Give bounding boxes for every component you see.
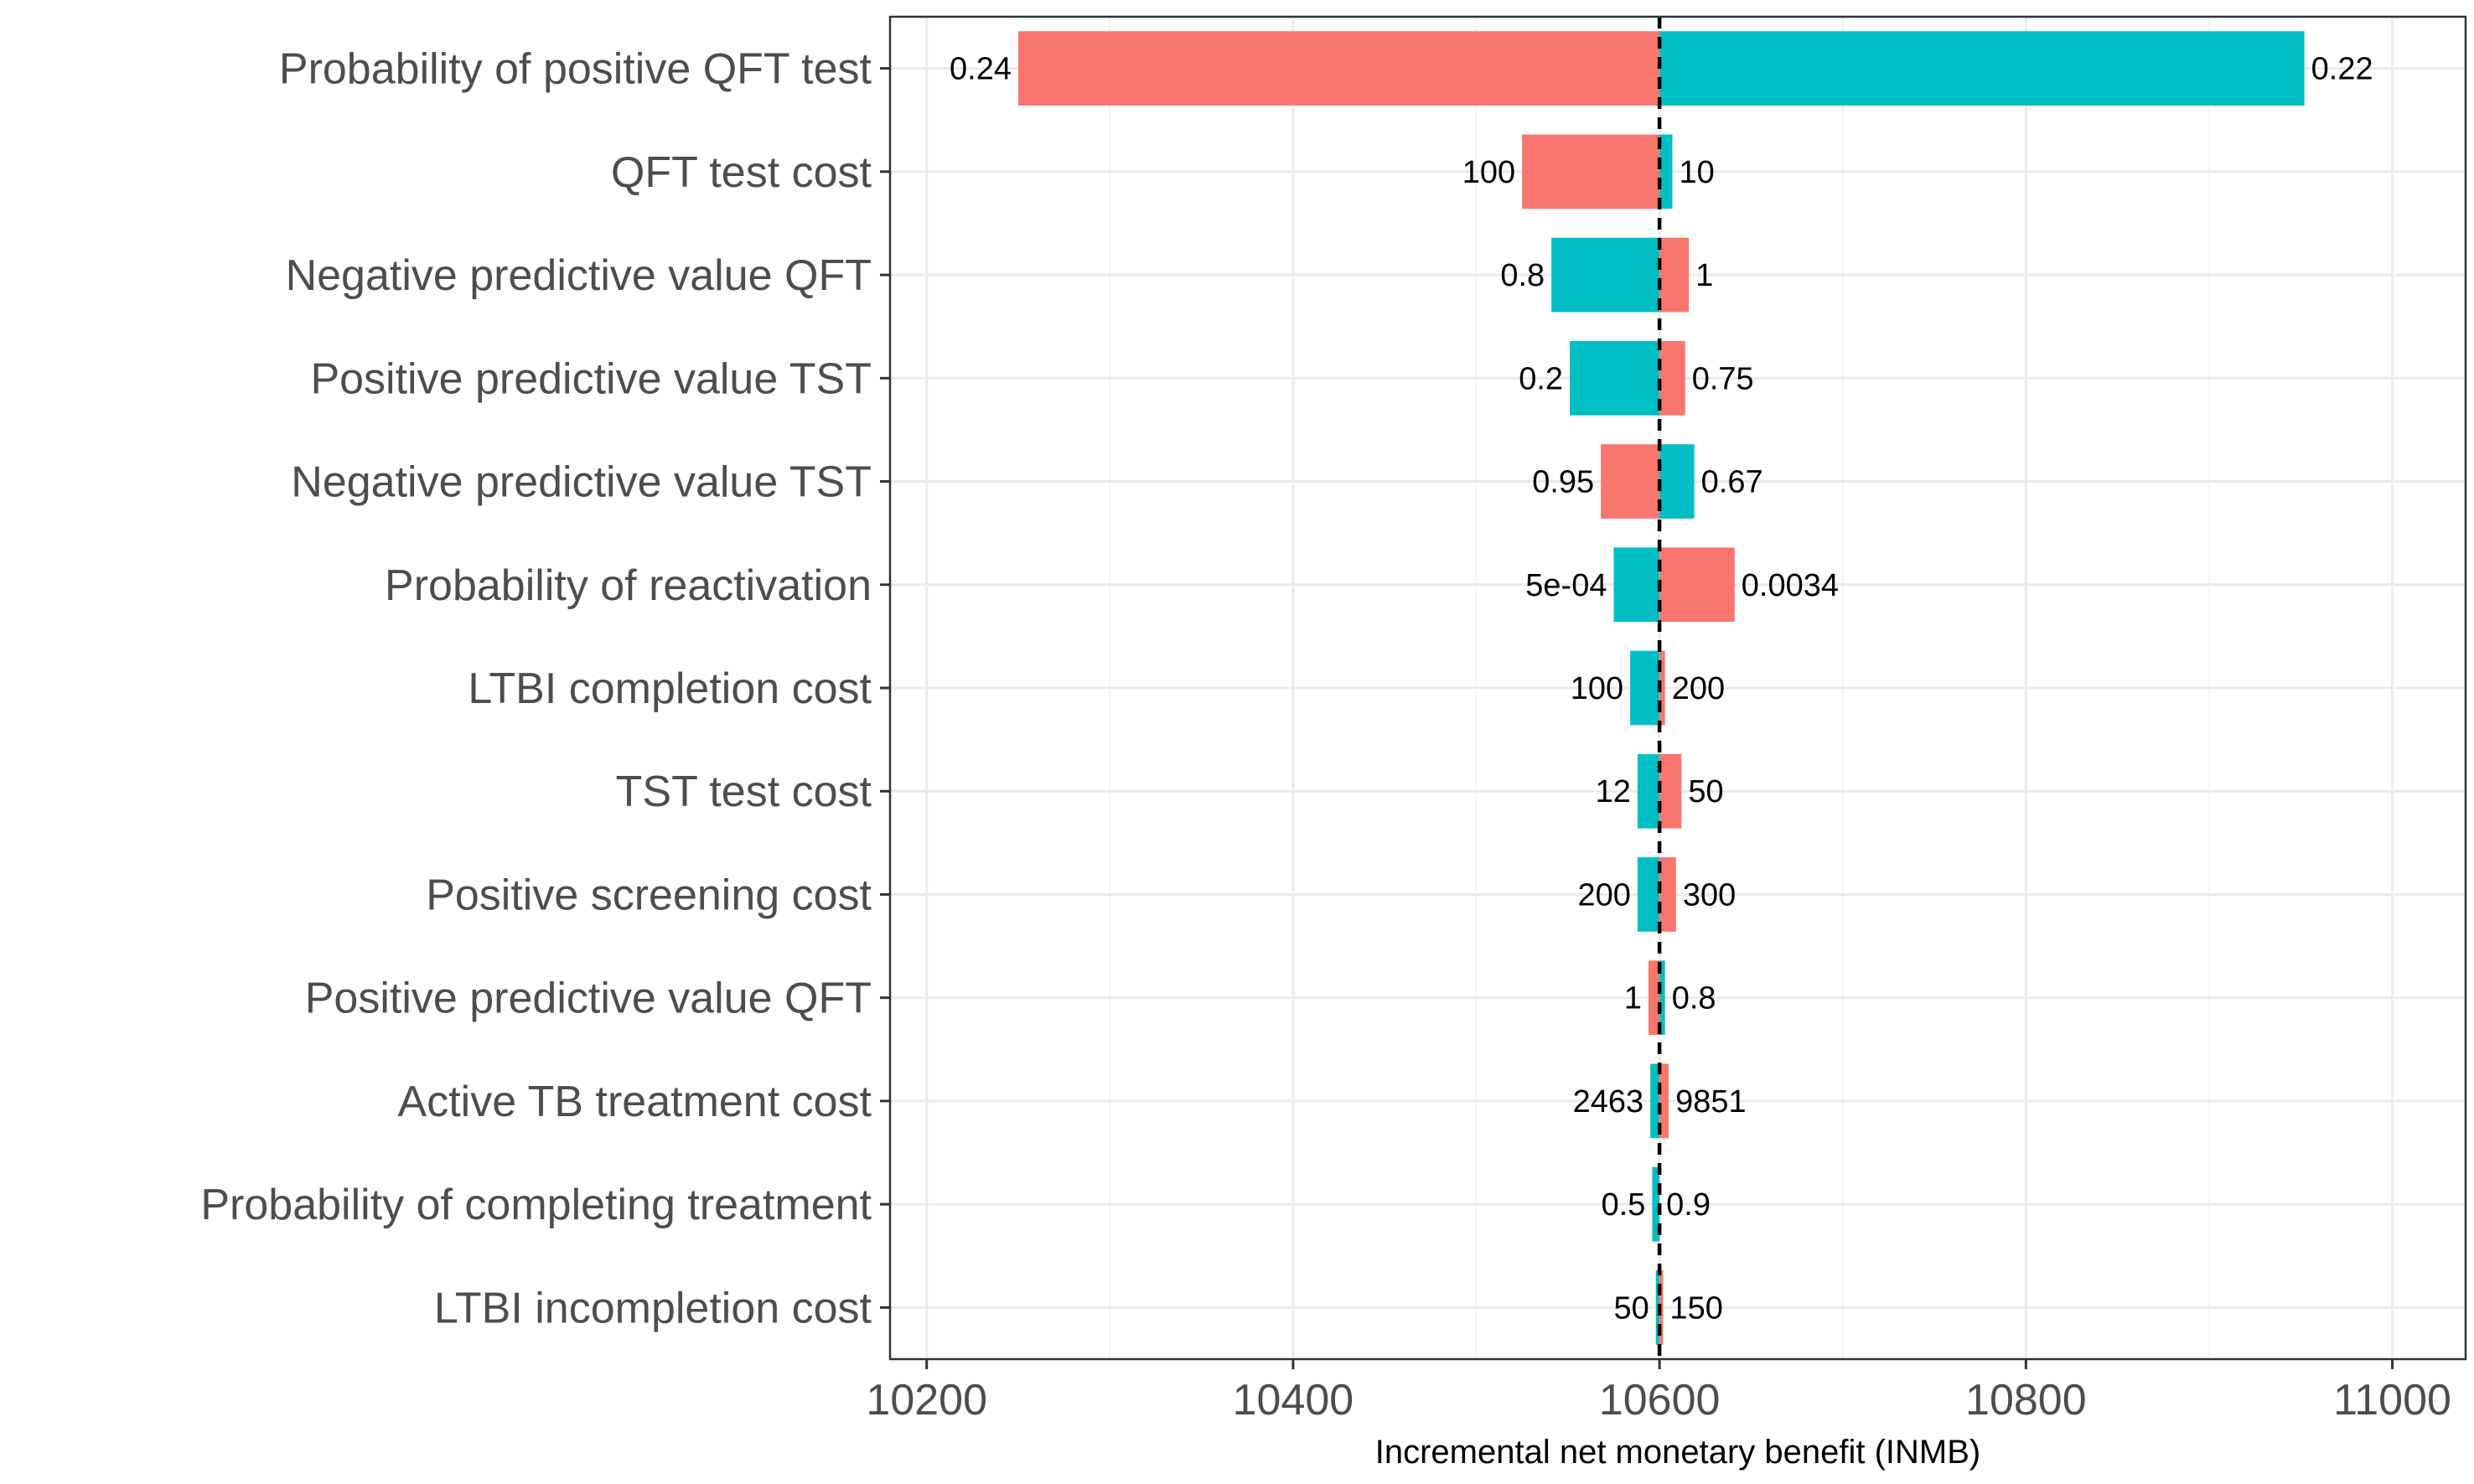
bar-left xyxy=(1570,340,1660,416)
y-category-label: TST test cost xyxy=(616,768,872,816)
x-tick-label: 10600 xyxy=(1599,1376,1721,1425)
bar-label-left: 100 xyxy=(1571,671,1623,706)
bar-layer xyxy=(1018,31,2305,1345)
bar-right xyxy=(1659,650,1665,726)
bar-right xyxy=(1659,857,1676,932)
y-category-label: LTBI completion cost xyxy=(468,664,872,713)
y-category-label: QFT test cost xyxy=(611,148,872,197)
bar-left xyxy=(1613,547,1660,623)
bar-label-right: 0.67 xyxy=(1701,465,1763,500)
x-tick-label: 10400 xyxy=(1233,1376,1354,1425)
bar-right xyxy=(1659,960,1665,1036)
y-category-label: Probability of reactivation xyxy=(385,561,872,610)
y-category-label: Probability of completing treatment xyxy=(200,1181,872,1229)
y-category-label: Probability of positive QFT test xyxy=(279,45,872,94)
bar-label-right: 0.75 xyxy=(1692,361,1754,396)
y-category-label: Positive predictive value QFT xyxy=(305,975,872,1023)
y-category-label: Negative predictive value TST xyxy=(291,458,872,507)
bar-right xyxy=(1659,547,1735,623)
bar-left xyxy=(1551,237,1660,313)
bar-label-left: 12 xyxy=(1596,774,1631,809)
bar-label-layer: 0.24 0.22 100 10 0.8 1 0.2 0.75 0.95 0.67 5e-04 0.0… xyxy=(950,52,2373,1326)
y-category-label: Negative predictive value QFT xyxy=(286,251,872,300)
bar-label-right: 0.9 xyxy=(1666,1187,1711,1223)
bar-label-right: 9851 xyxy=(1675,1084,1747,1119)
bar-label-right: 0.0034 xyxy=(1742,568,1839,603)
bar-label-right: 300 xyxy=(1683,877,1736,913)
bar-right xyxy=(1659,31,2305,106)
bar-left xyxy=(1648,960,1660,1036)
bar-label-left: 1 xyxy=(1624,981,1642,1016)
bar-left xyxy=(1637,857,1660,932)
bar-label-right: 0.8 xyxy=(1672,981,1716,1016)
bar-label-left: 0.95 xyxy=(1532,465,1594,500)
bar-label-left: 0.5 xyxy=(1602,1187,1646,1223)
bar-left xyxy=(1601,444,1660,519)
bar-right xyxy=(1659,753,1682,829)
bar-left xyxy=(1018,31,1660,106)
y-category-label: Active TB treatment cost xyxy=(398,1078,872,1126)
bar-right xyxy=(1659,237,1690,313)
x-tick-label: 11000 xyxy=(2333,1376,2451,1425)
bar-label-left: 0.2 xyxy=(1519,361,1563,396)
bar-label-left: 0.24 xyxy=(950,52,1012,87)
bar-left xyxy=(1650,1063,1660,1139)
bar-label-right: 150 xyxy=(1670,1290,1723,1326)
bar-label-right: 50 xyxy=(1688,774,1723,809)
bar-right xyxy=(1659,1063,1669,1139)
bar-label-left: 200 xyxy=(1578,877,1631,913)
bar-right xyxy=(1659,134,1673,209)
bar-label-right: 10 xyxy=(1679,155,1714,190)
x-axis: 10200 10400 10600 10800 11000 xyxy=(866,1359,2451,1425)
bar-label-right: 1 xyxy=(1695,258,1713,293)
bar-label-left: 2463 xyxy=(1573,1084,1644,1119)
bar-label-left: 5e-04 xyxy=(1525,568,1607,603)
bar-left xyxy=(1522,134,1660,209)
bar-left xyxy=(1652,1166,1660,1242)
bar-left xyxy=(1637,753,1660,829)
x-tick-label: 10800 xyxy=(1965,1376,2087,1425)
y-category-label: Positive predictive value TST xyxy=(310,354,872,403)
bar-label-left: 100 xyxy=(1462,155,1515,190)
bar-label-right: 0.22 xyxy=(2311,52,2373,87)
bar-right xyxy=(1659,340,1685,416)
bar-label-left: 0.8 xyxy=(1500,258,1545,293)
bar-left xyxy=(1630,650,1660,726)
bar-label-left: 50 xyxy=(1613,1290,1648,1326)
y-category-label: LTBI incompletion cost xyxy=(434,1284,872,1332)
y-category-label: Positive screening cost xyxy=(426,871,872,919)
x-axis-title: Incremental net monetary benefit (INMB) xyxy=(1375,1434,1981,1471)
bar-label-right: 200 xyxy=(1672,671,1725,706)
x-tick-label: 10200 xyxy=(866,1376,987,1425)
y-axis: Probability of positive QFT test QFT test… xyxy=(200,45,890,1332)
bar-right xyxy=(1659,444,1695,519)
